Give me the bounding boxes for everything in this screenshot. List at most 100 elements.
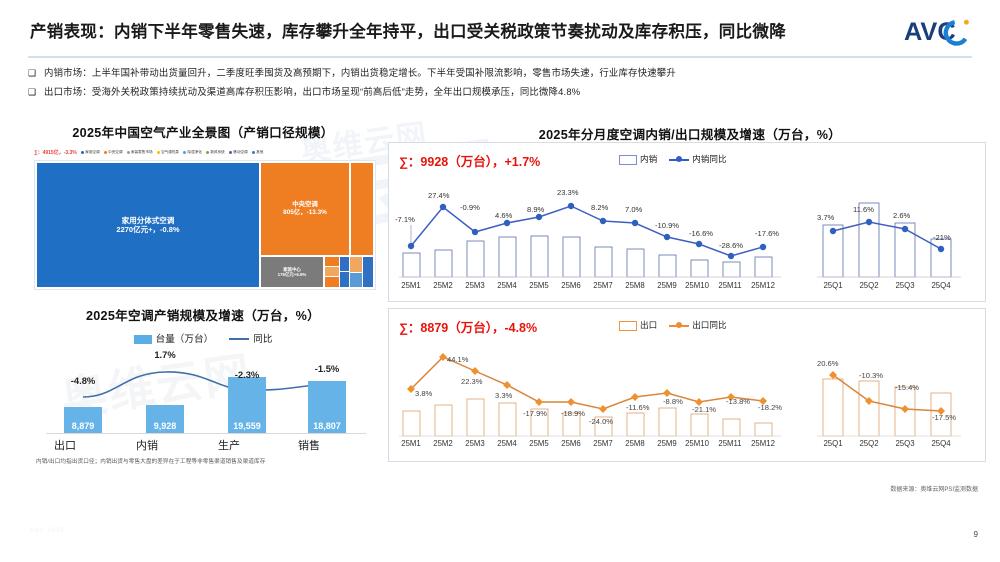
bar-domestic[interactable] xyxy=(146,405,184,433)
data-label: 3.8% xyxy=(415,389,433,398)
x-axis-label: 25M11 xyxy=(718,281,742,290)
bar-export[interactable] xyxy=(64,407,102,433)
annual-bar-panel: 2025年空调产销规模及增速（万台，%） 台量（万台） 同比 8,879 9,9… xyxy=(28,305,378,485)
data-label: -0.9% xyxy=(460,203,480,212)
bar-category-label: 销售 xyxy=(298,440,320,452)
treemap-legend-item: 中央空调 xyxy=(103,150,123,155)
treemap-cell-name: 家装中心 xyxy=(283,266,301,272)
legend-bars: 内销 xyxy=(619,153,657,165)
treemap-cell-value: 176亿元+6.5% xyxy=(277,272,307,277)
data-label: -21% xyxy=(933,233,951,242)
bar-category-label: 内销 xyxy=(136,440,158,452)
bar-value-label: 19,559 xyxy=(233,421,261,431)
x-axis-label: 25Q3 xyxy=(895,281,915,290)
x-axis-label: 25M11 xyxy=(718,439,742,448)
bar-category-label: 生产 xyxy=(218,440,240,452)
annual-bar-axis xyxy=(46,433,366,434)
treemap-legend: ∑：4915亿，-3.3% 家用空调 中央空调 家装零售市场 空气源热泵 除湿净… xyxy=(34,148,378,157)
data-label: -18.9% xyxy=(561,409,586,418)
x-axis-label: 25M10 xyxy=(685,281,709,290)
bullet-item: ❑ 内销市场：上半年国补带动出货量回升，二季度旺季囤货及高预期下，内销出货稳定增… xyxy=(28,66,968,80)
bar-production[interactable] xyxy=(228,377,266,433)
treemap-cell-small[interactable] xyxy=(351,163,373,255)
data-label: -17.6% xyxy=(755,229,780,238)
monthly-charts-title: 2025年分月度空调内销/出口规模及增速（万台，%） xyxy=(538,128,842,142)
data-label: 20.6% xyxy=(817,359,839,368)
treemap-cell-small[interactable] xyxy=(325,277,339,287)
domestic-sigma-label: ∑：9928（万台），+1.7% xyxy=(399,155,541,169)
x-axis-label: 25M3 xyxy=(465,439,485,448)
treemap-legend-total: ∑：4915亿，-3.3% xyxy=(34,150,77,156)
domestic-monthly-chart: ∑：9928（万台），+1.7% 内销 内销同比 xyxy=(388,142,986,302)
treemap-legend-item: 家装零售市场 xyxy=(126,150,153,155)
treemap-cell-central[interactable]: 中央空调 805亿，-13.3% xyxy=(261,163,349,255)
x-axis-label: 25M3 xyxy=(465,281,485,290)
bar-value-label: 8,879 xyxy=(71,421,95,431)
header-divider xyxy=(28,56,972,58)
data-label: -16.6% xyxy=(689,229,714,238)
data-label: 3.7% xyxy=(817,213,835,222)
treemap-legend-item: 空气源热泵 xyxy=(156,150,179,155)
treemap-cell-name: 中央空调 xyxy=(292,201,318,208)
bar-value-label: 9,928 xyxy=(153,421,177,431)
annual-bar-title: 2025年空调产销规模及增速（万台，%） xyxy=(85,309,321,323)
bullet-marker-icon: ❑ xyxy=(28,87,37,97)
treemap-cell-small[interactable] xyxy=(340,257,349,271)
avc-logo-icon: AVC xyxy=(904,18,969,46)
data-label: -10.3% xyxy=(859,371,884,380)
bullet-text: 内销市场：上半年国补带动出货量回升，二季度旺季囤货及高预期下，内销出货稳定增长。… xyxy=(44,67,676,78)
treemap-cell-small[interactable] xyxy=(363,257,373,287)
x-axis-label: 25M2 xyxy=(433,281,453,290)
x-axis-label: 25M9 xyxy=(657,281,677,290)
export-monthly-chart: ∑：8879（万台），-4.8% 出口 出口同比 xyxy=(388,308,986,462)
data-label: 8.9% xyxy=(527,205,545,214)
x-axis-label: 25Q4 xyxy=(931,281,951,290)
annual-trend-line xyxy=(82,371,328,398)
treemap-cell-small[interactable] xyxy=(325,267,339,276)
x-axis-label: 25M5 xyxy=(529,439,549,448)
treemap-cell-value: 805亿，-13.3% xyxy=(283,209,327,216)
x-axis-label: 25M12 xyxy=(751,281,775,290)
data-label: 23.3% xyxy=(557,188,579,197)
data-label: 44.1% xyxy=(447,355,469,364)
data-label: -13.8% xyxy=(726,397,751,406)
x-axis-label: 25Q4 xyxy=(931,439,951,448)
data-label: -17.9% xyxy=(523,409,548,418)
x-axis-label: 25M4 xyxy=(497,281,517,290)
export-legend: 出口 出口同比 xyxy=(619,319,727,331)
growth-label: -2.3% xyxy=(234,369,260,380)
data-label: -21.1% xyxy=(692,405,717,414)
legend-bars: 台量（万台） xyxy=(133,331,213,345)
treemap-cell-decoration[interactable]: 家装中心 176亿元+6.5% xyxy=(261,257,323,287)
legend-bars: 出口 xyxy=(619,319,657,331)
treemap-cell-residential[interactable]: 家用分体式空调 2270亿元+，-0.8% xyxy=(37,163,259,287)
page-number: 9 xyxy=(973,530,978,539)
annual-bar-plot: 8,879 9,928 19,559 18,807 -4.8% 1.7% -2.… xyxy=(46,349,366,433)
treemap-legend-item: 新风系统 xyxy=(205,150,225,155)
treemap-cell-small[interactable] xyxy=(350,273,362,287)
export-sigma-label: ∑：8879（万台），-4.8% xyxy=(399,321,538,335)
data-label: -8.8% xyxy=(663,397,683,406)
growth-label: -1.5% xyxy=(314,363,340,374)
x-axis-label: 25Q1 xyxy=(823,281,843,290)
bar-sales[interactable] xyxy=(308,381,346,433)
data-label: -11.6% xyxy=(626,403,650,412)
x-axis-label: 25M9 xyxy=(657,439,677,448)
x-axis-label: 25Q1 xyxy=(823,439,843,448)
export-plot xyxy=(399,353,961,437)
treemap-cell-small[interactable] xyxy=(340,272,349,287)
x-axis-label: 25Q3 xyxy=(895,439,915,448)
bar-value-label: 18,807 xyxy=(313,421,341,431)
treemap-title: 2025年中国空气产业全景图（产销口径规模） xyxy=(72,126,334,140)
data-label: 3.3% xyxy=(495,391,513,400)
treemap-cell-value: 2270亿元+，-0.8% xyxy=(116,225,180,234)
data-label: 27.4% xyxy=(428,191,450,200)
annual-bar-legend: 台量（万台） 同比 xyxy=(28,331,378,345)
treemap-cell-small[interactable] xyxy=(325,257,339,266)
data-label: -24.0% xyxy=(589,417,614,426)
x-axis-label: 25Q2 xyxy=(859,281,879,290)
x-axis-label: 25M2 xyxy=(433,439,453,448)
data-label: -7.1% xyxy=(395,215,415,224)
treemap-cell-small[interactable] xyxy=(350,257,362,272)
